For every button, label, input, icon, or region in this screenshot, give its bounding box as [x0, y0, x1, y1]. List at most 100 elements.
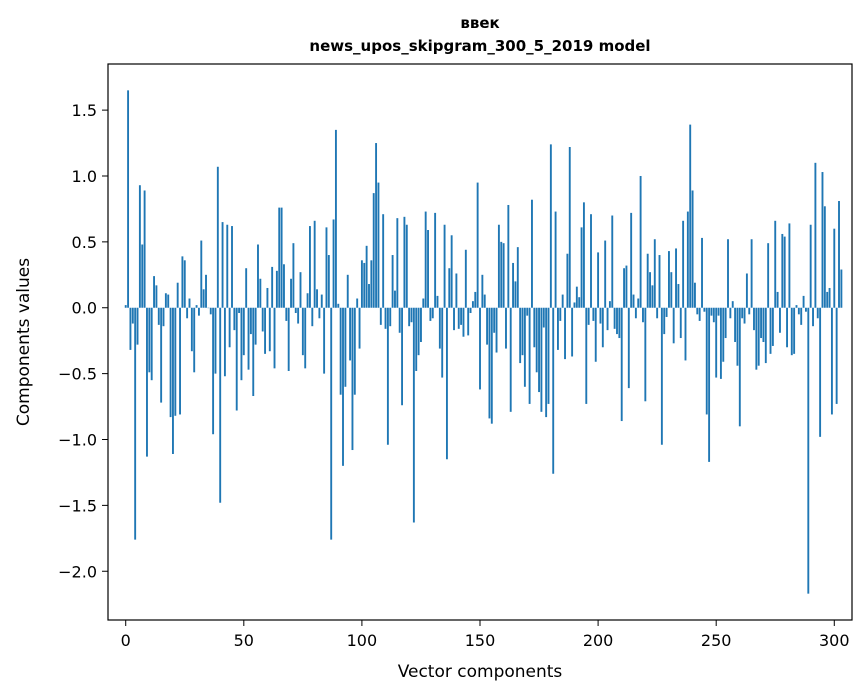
bar-146 — [469, 307, 472, 314]
bar-189 — [571, 307, 574, 357]
bar-186 — [564, 307, 566, 360]
bar-240 — [691, 190, 694, 308]
bar-143 — [462, 307, 465, 337]
bar-56 — [257, 244, 259, 308]
bar-272 — [767, 243, 770, 308]
bar-100 — [360, 260, 363, 308]
bar-276 — [776, 291, 779, 308]
bar-244 — [701, 237, 703, 308]
bar-45 — [231, 226, 233, 308]
bar-175 — [538, 307, 540, 393]
bar-197 — [590, 214, 592, 308]
bar-6 — [138, 185, 141, 308]
bar-64 — [275, 270, 278, 308]
bar-208 — [616, 307, 618, 335]
bar-237 — [684, 307, 687, 361]
bar-33 — [202, 289, 205, 308]
bar-192 — [578, 297, 581, 308]
bar-262 — [743, 307, 746, 324]
bar-220 — [644, 307, 647, 402]
bar-92 — [342, 307, 344, 466]
bar-42 — [223, 307, 226, 377]
bar-93 — [344, 307, 347, 387]
bar-7 — [141, 244, 144, 308]
bar-294 — [819, 307, 822, 437]
bar-204 — [606, 307, 609, 331]
bar-123 — [415, 307, 418, 371]
bar-104 — [370, 260, 373, 308]
bar-5 — [136, 307, 139, 345]
bar-72 — [294, 307, 297, 314]
bar-296 — [823, 206, 826, 308]
bar-165 — [514, 281, 517, 308]
bar-66 — [280, 207, 283, 308]
bar-86 — [327, 255, 330, 308]
bar-157 — [495, 307, 498, 353]
y-tick-label: −1.0 — [58, 430, 97, 449]
bar-129 — [429, 307, 432, 321]
bar-249 — [712, 307, 715, 323]
bar-41 — [221, 222, 224, 308]
bar-213 — [627, 307, 630, 389]
bar-284 — [795, 305, 798, 308]
bar-298 — [828, 287, 831, 308]
bar-188 — [568, 147, 571, 308]
bar-13 — [155, 285, 158, 308]
bar-3 — [131, 307, 134, 324]
bar-156 — [493, 307, 496, 333]
bar-173 — [533, 307, 536, 348]
bar-48 — [238, 307, 241, 314]
bar-181 — [552, 307, 555, 474]
bar-299 — [830, 307, 833, 415]
bar-293 — [816, 307, 819, 319]
bar-30 — [195, 305, 198, 308]
bar-126 — [422, 298, 425, 308]
bar-73 — [297, 307, 300, 324]
bar-200 — [597, 252, 600, 308]
bar-81 — [316, 289, 318, 308]
bar-221 — [646, 253, 649, 308]
bar-22 — [176, 282, 179, 308]
bar-238 — [686, 211, 689, 308]
bar-47 — [235, 307, 238, 411]
bar-287 — [802, 295, 805, 308]
bar-171 — [528, 307, 531, 404]
x-tick-label: 0 — [121, 631, 131, 650]
bar-58 — [261, 307, 264, 332]
bar-177 — [542, 307, 545, 328]
bar-70 — [290, 278, 292, 308]
bar-247 — [708, 307, 711, 462]
bar-114 — [394, 290, 396, 308]
bar-26 — [186, 307, 189, 319]
bar-12 — [153, 276, 155, 308]
bar-153 — [486, 307, 489, 345]
bar-36 — [209, 307, 212, 315]
bar-34 — [205, 274, 207, 308]
bar-78 — [309, 226, 311, 308]
x-axis-label: Vector components — [398, 662, 563, 682]
bar-215 — [632, 294, 635, 308]
bar-74 — [299, 272, 302, 308]
bar-231 — [670, 272, 673, 308]
bar-277 — [779, 307, 781, 333]
bar-98 — [356, 298, 359, 308]
bar-51 — [245, 268, 248, 308]
bar-60 — [266, 287, 269, 308]
bar-136 — [445, 307, 448, 460]
bar-224 — [653, 239, 656, 308]
bar-274 — [771, 307, 774, 346]
bar-82 — [318, 307, 321, 319]
bar-155 — [490, 307, 493, 424]
bar-19 — [169, 307, 172, 418]
bar-89 — [334, 129, 337, 308]
bar-84 — [323, 307, 326, 374]
bar-172 — [531, 199, 533, 308]
bar-2 — [129, 307, 132, 350]
bar-115 — [396, 218, 399, 308]
bar-214 — [630, 212, 633, 308]
bar-28 — [190, 307, 193, 352]
bar-289 — [807, 307, 810, 594]
bar-300 — [833, 228, 836, 308]
bar-217 — [637, 298, 640, 308]
bar-251 — [717, 307, 720, 316]
